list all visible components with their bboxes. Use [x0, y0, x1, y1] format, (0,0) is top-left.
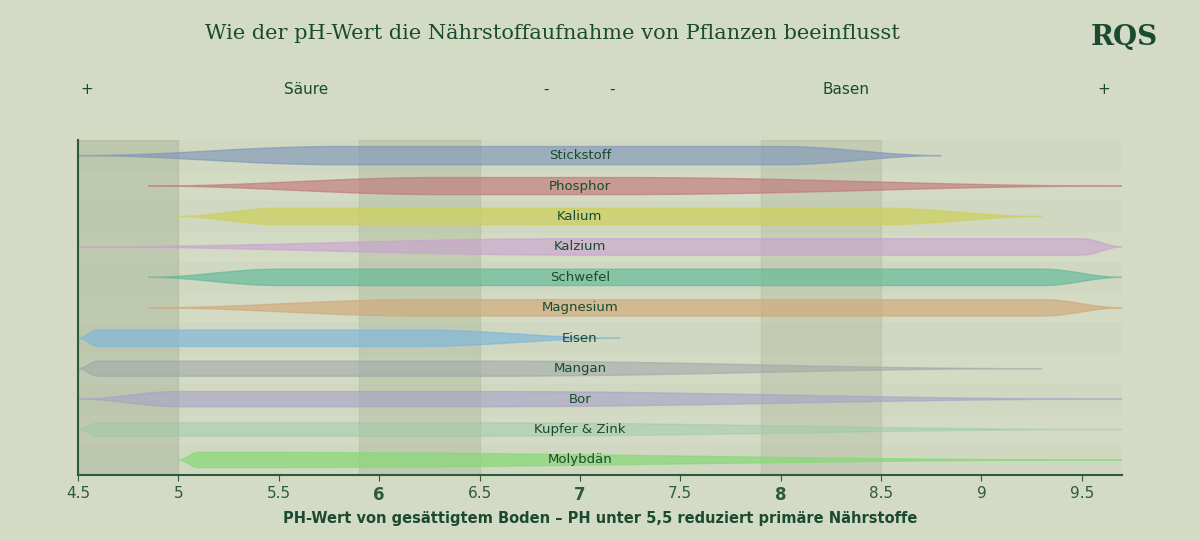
Text: +: + — [1098, 82, 1110, 97]
Bar — [78, 171, 1122, 201]
Bar — [78, 323, 1122, 354]
Bar — [78, 293, 1122, 323]
Text: -: - — [610, 82, 614, 97]
Bar — [78, 262, 1122, 293]
Polygon shape — [78, 361, 1042, 376]
Bar — [359, 140, 480, 475]
Polygon shape — [149, 269, 1122, 286]
Polygon shape — [179, 208, 1042, 225]
Text: -: - — [544, 82, 548, 97]
Polygon shape — [149, 300, 1122, 316]
Polygon shape — [149, 178, 1122, 194]
Polygon shape — [78, 423, 1122, 436]
Text: Kalzium: Kalzium — [553, 240, 606, 253]
Bar — [761, 140, 881, 475]
Bar — [78, 354, 1122, 384]
Text: Molybdän: Molybdän — [547, 454, 612, 467]
Text: +: + — [80, 82, 92, 97]
Bar — [78, 232, 1122, 262]
Bar — [78, 384, 1122, 414]
Polygon shape — [78, 392, 1122, 407]
Bar — [78, 201, 1122, 232]
Polygon shape — [78, 330, 620, 347]
Bar — [78, 414, 1122, 445]
Bar — [78, 445, 1122, 475]
Text: Bor: Bor — [569, 393, 592, 406]
Text: PH-Wert von gesättigtem Boden – PH unter 5,5 reduziert primäre Nährstoffe: PH-Wert von gesättigtem Boden – PH unter… — [283, 511, 917, 526]
Bar — [78, 140, 179, 475]
Polygon shape — [78, 146, 941, 165]
Bar — [78, 140, 1122, 171]
Text: Basen: Basen — [822, 82, 870, 97]
Text: Wie der pH-Wert die Nährstoffaufnahme von Pflanzen beeinflusst: Wie der pH-Wert die Nährstoffaufnahme vo… — [204, 24, 900, 43]
Text: Phosphor: Phosphor — [548, 180, 611, 193]
Text: RQS: RQS — [1091, 24, 1158, 51]
Text: Eisen: Eisen — [562, 332, 598, 345]
Polygon shape — [179, 453, 1122, 468]
Text: Kalium: Kalium — [557, 210, 602, 223]
Text: Stickstoff: Stickstoff — [548, 149, 611, 162]
Text: Magnesium: Magnesium — [541, 301, 618, 314]
Text: Kupfer & Zink: Kupfer & Zink — [534, 423, 625, 436]
Text: Mangan: Mangan — [553, 362, 606, 375]
Text: Schwefel: Schwefel — [550, 271, 610, 284]
Polygon shape — [78, 239, 1122, 255]
Text: Säure: Säure — [284, 82, 328, 97]
